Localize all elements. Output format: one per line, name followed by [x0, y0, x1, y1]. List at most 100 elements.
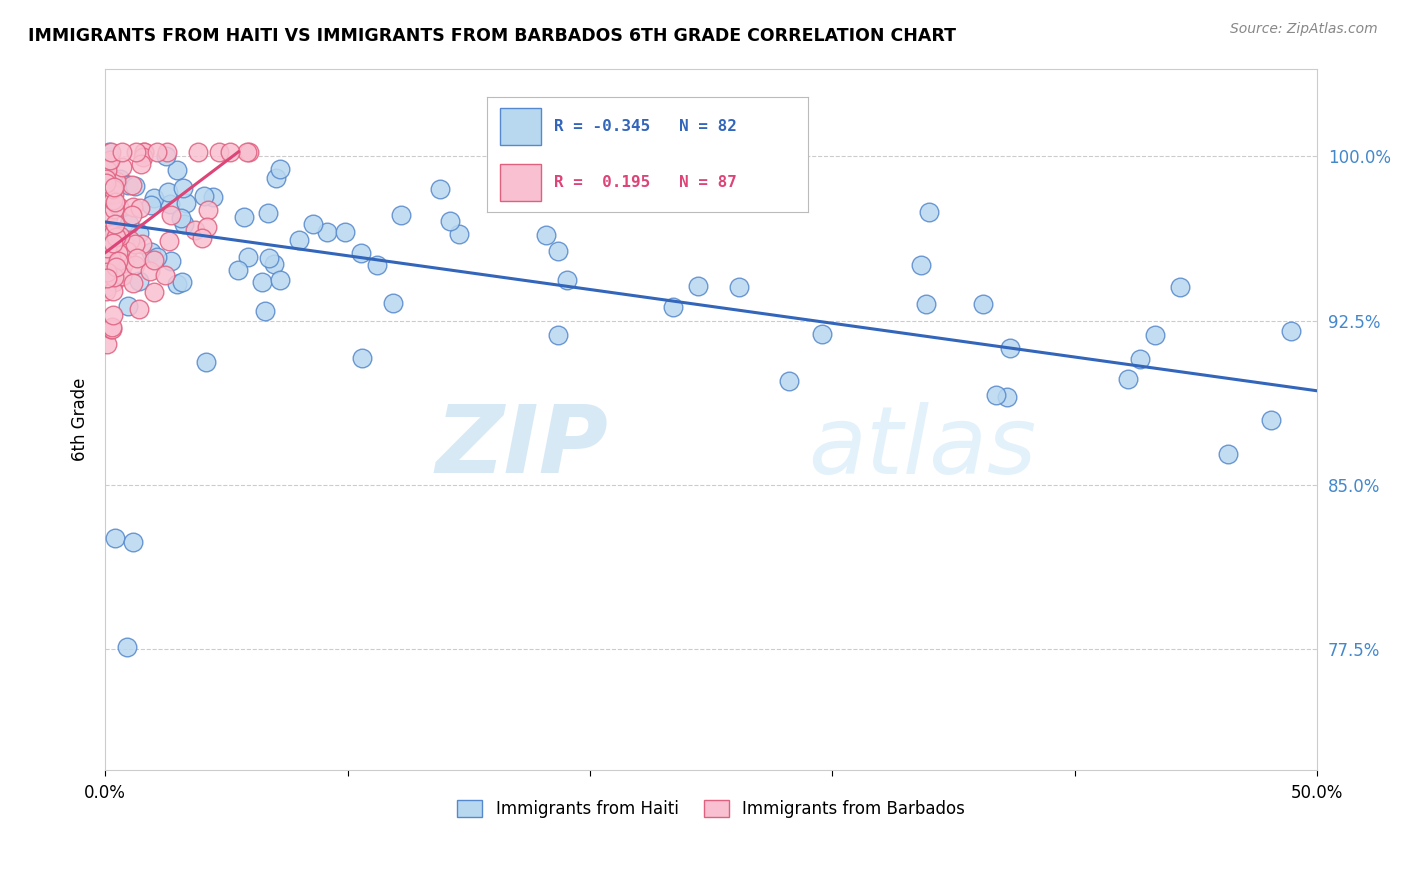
Point [125, 145, 148, 159]
Point [366, 258, 388, 272]
Point [236, 250, 259, 264]
Text: Source: ZipAtlas.com: Source: ZipAtlas.com [1230, 22, 1378, 37]
Point [101, 182, 124, 196]
Point [103, 194, 125, 208]
Point [350, 246, 373, 260]
Point [101, 235, 124, 250]
Legend: Immigrants from Haiti, Immigrants from Barbados: Immigrants from Haiti, Immigrants from B… [451, 793, 972, 825]
Point [111, 160, 134, 174]
Point [100, 319, 122, 334]
Point [166, 277, 188, 292]
Point [160, 253, 183, 268]
Point [1116, 372, 1139, 386]
Point [103, 202, 125, 216]
Point [117, 640, 139, 655]
Point [173, 217, 195, 231]
Point [219, 145, 242, 159]
Point [172, 181, 194, 195]
Point [984, 388, 1007, 402]
Point [288, 233, 311, 247]
Point [166, 163, 188, 178]
Point [250, 275, 273, 289]
Point [236, 145, 259, 159]
Point [132, 145, 155, 159]
Point [259, 252, 281, 266]
Point [96, 280, 118, 294]
Point [128, 227, 150, 241]
Point [101, 227, 124, 242]
Point [153, 268, 176, 282]
Point [1143, 328, 1166, 343]
Point [110, 171, 132, 186]
Point [534, 227, 557, 242]
Point [197, 203, 219, 218]
Point [107, 254, 129, 268]
Point [208, 145, 231, 159]
Point [301, 217, 323, 231]
Point [142, 285, 165, 299]
Point [104, 174, 127, 188]
Point [202, 190, 225, 204]
Point [155, 149, 177, 163]
Point [121, 200, 143, 214]
Point [104, 195, 127, 210]
Point [96, 271, 118, 285]
Point [124, 178, 146, 193]
Point [104, 260, 127, 274]
Point [254, 304, 277, 318]
Point [96, 265, 118, 279]
Point [662, 301, 685, 315]
Point [728, 279, 751, 293]
Point [98, 153, 121, 167]
Point [97, 238, 120, 252]
Point [195, 219, 218, 234]
Point [97, 156, 120, 170]
Point [547, 244, 569, 258]
Point [98, 153, 121, 168]
Point [128, 301, 150, 316]
Point [688, 279, 710, 293]
Point [382, 295, 405, 310]
Point [350, 351, 373, 366]
Point [100, 251, 122, 265]
Point [131, 236, 153, 251]
Point [97, 210, 120, 224]
Text: ZIP: ZIP [436, 401, 607, 493]
Point [1168, 280, 1191, 294]
Point [156, 185, 179, 199]
Point [555, 273, 578, 287]
Point [1260, 413, 1282, 427]
Point [778, 374, 800, 388]
Point [627, 145, 650, 159]
Point [110, 265, 132, 279]
Point [103, 180, 125, 194]
Point [96, 336, 118, 351]
Point [121, 178, 143, 193]
Point [146, 145, 169, 159]
Point [98, 145, 121, 159]
Point [389, 208, 412, 222]
Point [910, 258, 932, 272]
Point [100, 322, 122, 336]
Point [96, 171, 118, 186]
Point [1216, 447, 1239, 461]
Point [96, 252, 118, 266]
Point [194, 355, 217, 369]
Point [110, 228, 132, 243]
Point [105, 230, 128, 244]
Point [96, 176, 118, 190]
Point [333, 225, 356, 239]
Point [1279, 324, 1302, 338]
Point [100, 145, 122, 159]
Point [811, 327, 834, 342]
Point [170, 211, 193, 226]
Point [139, 197, 162, 211]
Point [131, 157, 153, 171]
Point [972, 296, 994, 310]
Point [128, 274, 150, 288]
Point [183, 222, 205, 236]
Point [111, 145, 134, 159]
Point [269, 273, 291, 287]
Point [107, 235, 129, 249]
Point [117, 244, 139, 258]
